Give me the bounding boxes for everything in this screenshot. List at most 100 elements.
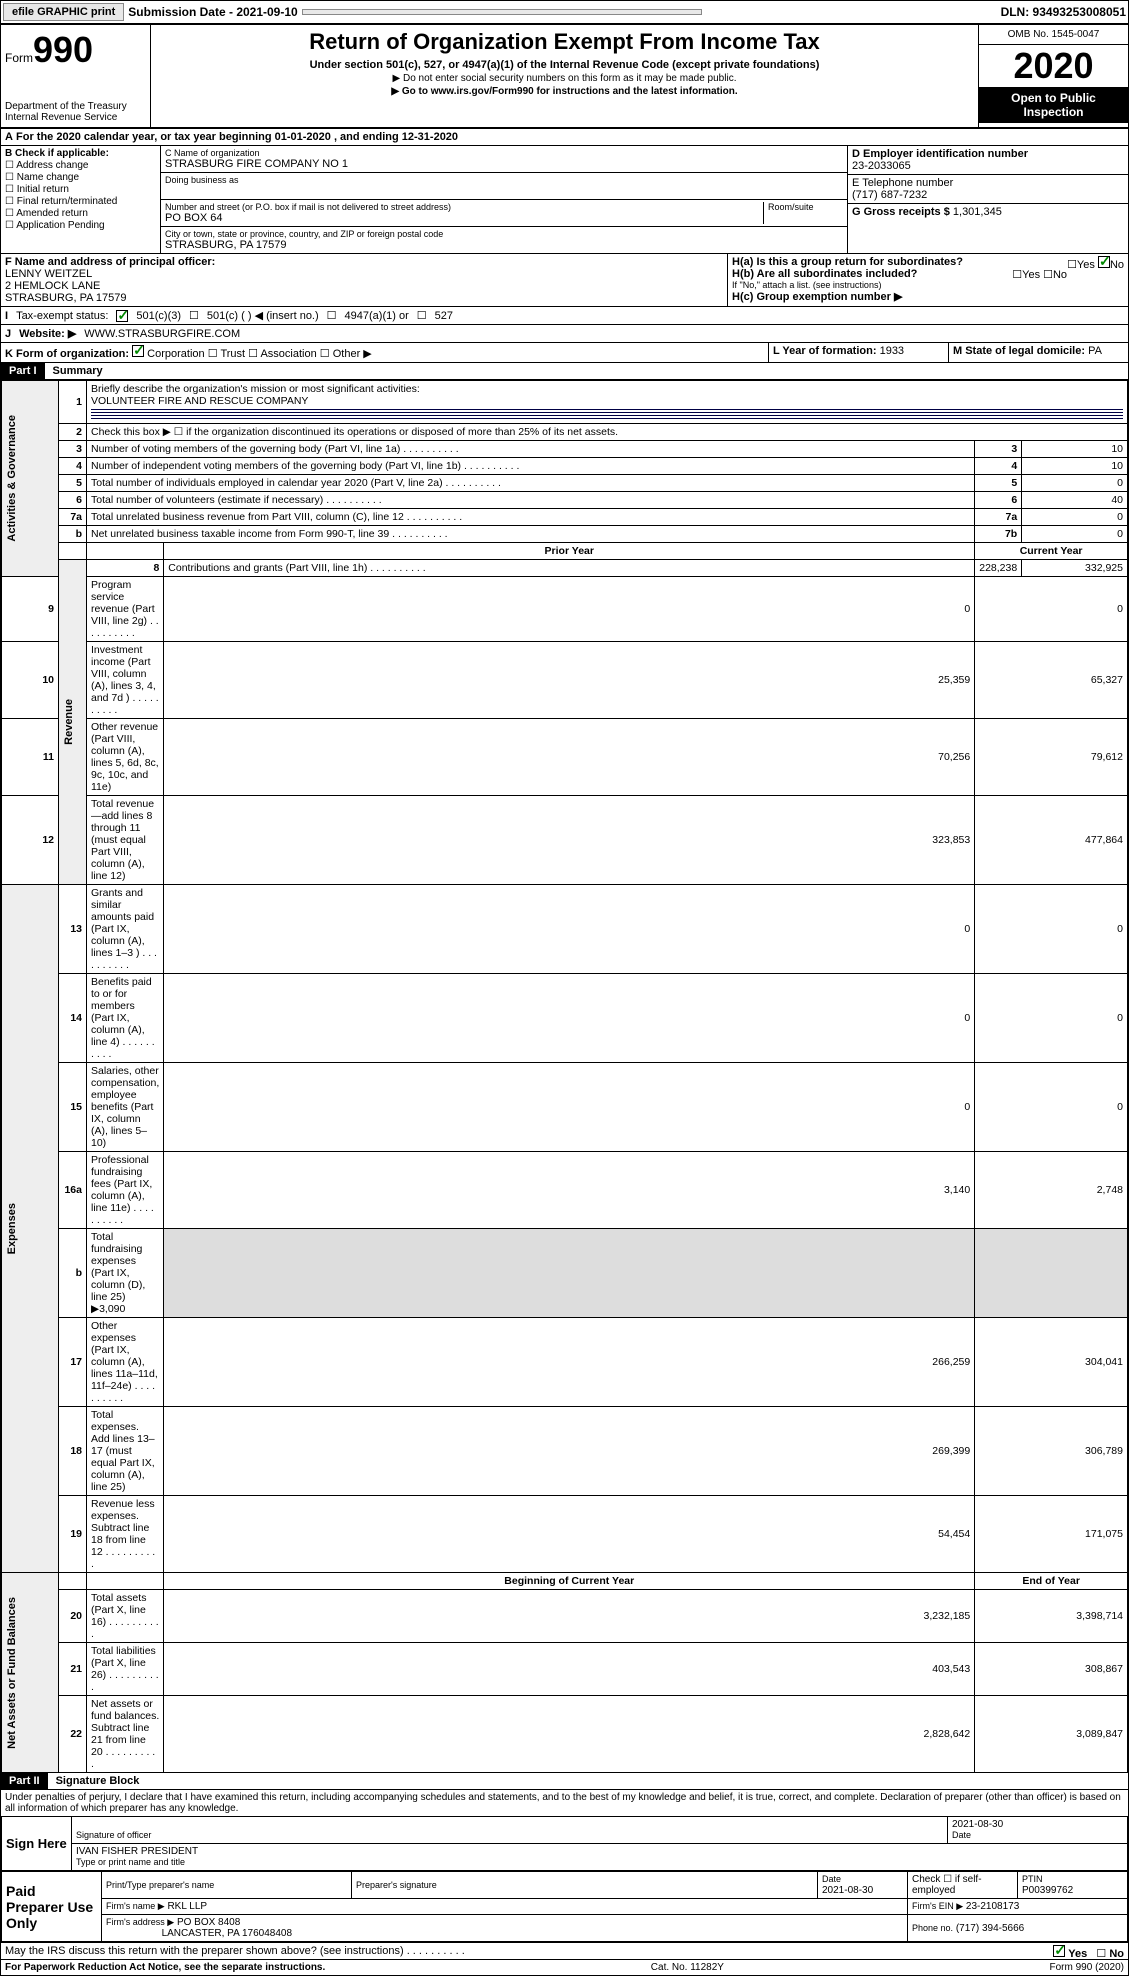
hdr-end: End of Year [975, 1573, 1128, 1590]
j-val: WWW.STRASBURGFIRE.COM [84, 328, 240, 340]
ha-no[interactable] [1098, 256, 1110, 268]
type-lbl: Type or print name and title [76, 1857, 185, 1867]
r17d: Other expenses (Part IX, column (A), lin… [87, 1318, 164, 1407]
r12d: Total revenue—add lines 8 through 11 (mu… [87, 796, 164, 885]
k-lbl: K Form of organization: [5, 348, 129, 360]
discuss: May the IRS discuss this return with the… [5, 1945, 465, 1957]
cb-amended[interactable]: ☐ Amended return [5, 208, 156, 219]
k-corp[interactable] [132, 345, 144, 357]
room-lbl: Room/suite [763, 202, 843, 224]
discuss-yes[interactable] [1053, 1945, 1065, 1957]
efile-btn[interactable]: efile GRAPHIC print [3, 3, 124, 21]
sig-off-lbl: Signature of officer [76, 1830, 151, 1840]
r5d: Total number of individuals employed in … [87, 475, 975, 492]
foot-r: Form 990 (2020) [1050, 1962, 1124, 1973]
officer-name: IVAN FISHER PRESIDENT [76, 1846, 198, 1857]
r13c: 0 [975, 885, 1128, 974]
f-addr2: STRASBURG, PA 17579 [5, 292, 126, 304]
line-a: A For the 2020 calendar year, or tax yea… [1, 129, 1128, 146]
side-net: Net Assets or Fund Balances [6, 1597, 18, 1749]
self-emp[interactable]: Check ☐ if self-employed [908, 1872, 1018, 1899]
phone-lbl: Phone no. [912, 1923, 953, 1933]
c-city-lbl: City or town, state or province, country… [165, 229, 843, 239]
r15d: Salaries, other compensation, employee b… [87, 1063, 164, 1152]
dept: Department of the Treasury Internal Reve… [5, 101, 146, 123]
k-o2: Association [260, 348, 316, 360]
r17p: 266,259 [164, 1318, 975, 1407]
subtitle-2: ▶ Do not enter social security numbers o… [155, 73, 974, 84]
cb-final[interactable]: ☐ Final return/terminated [5, 196, 156, 207]
cb-address[interactable]: ☐ Address change [5, 160, 156, 171]
r12c: 477,864 [975, 796, 1128, 885]
i-opt0: 501(c)(3) [136, 310, 181, 322]
prep-date-lbl: Date [822, 1874, 841, 1884]
blank-btn [302, 9, 702, 15]
c-city: STRASBURG, PA 17579 [165, 239, 843, 251]
f-name: LENNY WEITZEL [5, 268, 92, 280]
c-addr: PO BOX 64 [165, 212, 763, 224]
form-label: Form [5, 51, 33, 65]
cb-name[interactable]: ☐ Name change [5, 172, 156, 183]
r10c: 65,327 [975, 642, 1128, 719]
r20c: 3,398,714 [975, 1590, 1128, 1643]
r22c: 3,089,847 [975, 1696, 1128, 1773]
r3d: Number of voting members of the governin… [87, 441, 975, 458]
side-rev: Revenue [63, 699, 75, 745]
f-addr1: 2 HEMLOCK LANE [5, 280, 100, 292]
r19p: 54,454 [164, 1496, 975, 1573]
firm-name-lbl: Firm's name ▶ [106, 1901, 165, 1911]
r6v: 40 [1022, 492, 1128, 509]
hdr-prior: Prior Year [164, 543, 975, 560]
r5v: 0 [1022, 475, 1128, 492]
foot-m: Cat. No. 11282Y [651, 1962, 724, 1973]
hc-lbl: H(c) Group exemption number ▶ [732, 291, 902, 303]
k-o0: Corporation [147, 348, 204, 360]
side-exp: Expenses [6, 1203, 18, 1254]
r11c: 79,612 [975, 719, 1128, 796]
r21d: Total liabilities (Part X, line 26) [87, 1643, 164, 1696]
phone: (717) 394-5666 [956, 1923, 1024, 1934]
cb-pending[interactable]: ☐ Application Pending [5, 220, 156, 231]
r13d: Grants and similar amounts paid (Part IX… [87, 885, 164, 974]
r4v: 10 [1022, 458, 1128, 475]
yes-lbl: Yes [1068, 1948, 1087, 1960]
cb-initial[interactable]: ☐ Initial return [5, 184, 156, 195]
firm-ein-lbl: Firm's EIN ▶ [912, 1901, 963, 1911]
i-lbl: Tax-exempt status: [16, 310, 108, 322]
declaration: Under penalties of perjury, I declare th… [1, 1790, 1128, 1816]
l1v: VOLUNTEER FIRE AND RESCUE COMPANY [91, 395, 308, 407]
b-title: B Check if applicable: [5, 148, 109, 159]
r14d: Benefits paid to or for members (Part IX… [87, 974, 164, 1063]
l-val: 1933 [880, 345, 904, 357]
firm-name: RKL LLP [167, 1901, 207, 1912]
g-lbl: G Gross receipts $ [852, 206, 950, 218]
form-header: Form990 Department of the Treasury Inter… [1, 25, 1128, 129]
g-val: 1,301,345 [953, 206, 1002, 218]
r14c: 0 [975, 974, 1128, 1063]
r19c: 171,075 [975, 1496, 1128, 1573]
r9c: 0 [975, 577, 1128, 642]
r10p: 25,359 [164, 642, 975, 719]
r8d: Contributions and grants (Part VIII, lin… [164, 560, 975, 577]
form-title: Return of Organization Exempt From Incom… [155, 29, 974, 55]
d-lbl: D Employer identification number [852, 148, 1028, 160]
r6d: Total number of volunteers (estimate if … [87, 492, 975, 509]
foot-l: For Paperwork Reduction Act Notice, see … [5, 1962, 325, 1973]
open-public: Open to Public Inspection [979, 87, 1128, 123]
form-number: 990 [33, 29, 93, 70]
firm-ein: 23-2108173 [966, 1901, 1019, 1912]
r22d: Net assets or fund balances. Subtract li… [87, 1696, 164, 1773]
r16ac: 2,748 [975, 1152, 1128, 1229]
r18c: 306,789 [975, 1407, 1128, 1496]
k-o1: Trust [220, 348, 245, 360]
r9d: Program service revenue (Part VIII, line… [87, 577, 164, 642]
j-lbl: Website: ▶ [19, 327, 76, 340]
r21p: 403,543 [164, 1643, 975, 1696]
k-o3: Other ▶ [333, 348, 372, 360]
side-gov: Activities & Governance [6, 415, 18, 542]
date-lbl: Date [952, 1830, 971, 1840]
i-501c3[interactable] [116, 310, 128, 322]
tax-year: 2020 [979, 45, 1128, 87]
r11d: Other revenue (Part VIII, column (A), li… [87, 719, 164, 796]
r3v: 10 [1022, 441, 1128, 458]
